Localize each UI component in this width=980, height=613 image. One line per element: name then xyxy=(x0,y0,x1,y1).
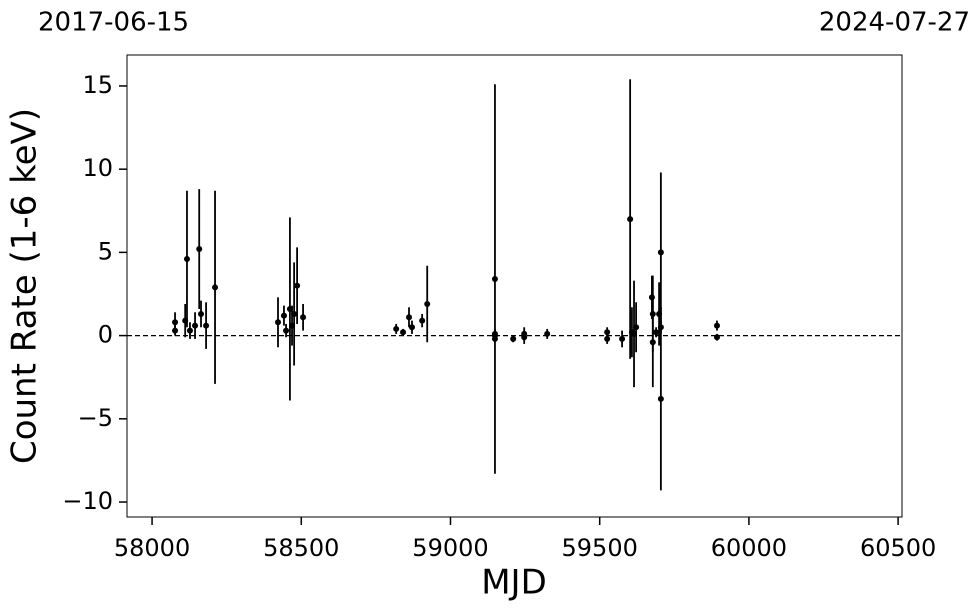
x-tick-label: 60500 xyxy=(860,534,936,562)
data-point xyxy=(291,310,298,317)
x-tick-label: 58500 xyxy=(263,534,339,562)
data-point xyxy=(400,329,407,336)
x-tick-label: 59000 xyxy=(412,534,488,562)
data-point xyxy=(521,330,528,337)
data-point xyxy=(186,327,193,334)
data-point xyxy=(510,335,517,342)
y-tick-label: 10 xyxy=(82,154,113,182)
data-point xyxy=(713,322,720,329)
data-point xyxy=(657,395,664,402)
top-left-date: 2017-06-15 xyxy=(38,8,189,38)
data-point xyxy=(212,284,219,291)
data-point xyxy=(283,327,290,334)
data-point xyxy=(172,327,179,334)
y-tick-label: 15 xyxy=(82,71,113,99)
data-point xyxy=(294,282,301,289)
data-point xyxy=(627,216,634,223)
plot-frame xyxy=(126,54,903,518)
data-point xyxy=(192,322,199,329)
data-point xyxy=(657,324,664,331)
data-point xyxy=(419,317,426,324)
x-axis-label: MJD xyxy=(481,563,547,603)
data-point xyxy=(653,329,660,336)
data-point xyxy=(300,314,307,321)
data-point xyxy=(183,256,190,263)
data-point xyxy=(604,335,611,342)
x-tick-label: 60000 xyxy=(711,534,787,562)
data-point xyxy=(544,330,551,337)
data-point xyxy=(657,249,664,256)
data-point xyxy=(198,310,205,317)
data-point xyxy=(633,324,640,331)
data-point xyxy=(203,322,210,329)
data-point xyxy=(491,276,498,283)
x-tick-label: 58000 xyxy=(114,534,190,562)
data-point xyxy=(406,314,413,321)
data-point xyxy=(424,300,431,307)
data-point xyxy=(649,339,656,346)
y-tick-label: −10 xyxy=(62,487,113,515)
data-point xyxy=(275,319,282,326)
x-tick-label: 59500 xyxy=(562,534,638,562)
data-point xyxy=(172,319,179,326)
data-point xyxy=(604,329,611,336)
y-axis-label: Count Rate (1-6 keV) xyxy=(5,108,45,464)
data-point xyxy=(408,324,415,331)
data-point xyxy=(393,325,400,332)
y-tick-label: 5 xyxy=(98,237,113,265)
data-point xyxy=(491,335,498,342)
data-point xyxy=(619,335,626,342)
data-point xyxy=(713,334,720,341)
data-point xyxy=(280,312,287,319)
top-right-date: 2024-07-27 xyxy=(819,8,970,38)
data-point xyxy=(196,246,203,253)
y-tick-label: −5 xyxy=(78,404,113,432)
y-tick-label: 0 xyxy=(98,321,113,349)
